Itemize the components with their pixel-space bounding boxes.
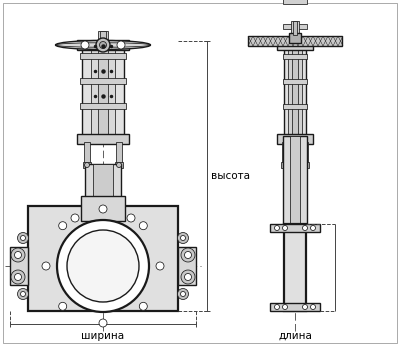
Circle shape — [11, 270, 25, 284]
Circle shape — [11, 248, 25, 262]
Circle shape — [282, 304, 288, 310]
Circle shape — [310, 226, 316, 230]
Bar — [270, 224, 320, 232]
Circle shape — [310, 304, 316, 310]
Circle shape — [178, 233, 188, 244]
Bar — [283, 0, 307, 4]
Circle shape — [184, 273, 192, 281]
Circle shape — [274, 226, 280, 230]
Bar — [302, 142, 308, 164]
Circle shape — [20, 291, 26, 297]
Bar — [283, 136, 307, 224]
Circle shape — [139, 302, 147, 310]
Circle shape — [42, 262, 50, 270]
Bar — [85, 164, 121, 216]
Bar — [291, 21, 299, 35]
Bar — [93, 164, 113, 216]
Bar — [100, 31, 106, 45]
Bar — [283, 79, 307, 84]
Circle shape — [20, 236, 26, 240]
Circle shape — [18, 289, 28, 300]
Circle shape — [99, 319, 107, 327]
Circle shape — [116, 163, 122, 167]
Bar — [293, 21, 297, 35]
Circle shape — [178, 289, 188, 300]
Circle shape — [181, 270, 195, 284]
Circle shape — [99, 205, 107, 213]
Circle shape — [67, 230, 139, 302]
Bar — [277, 40, 313, 50]
Bar — [282, 142, 288, 164]
Circle shape — [282, 226, 288, 230]
Bar — [81, 196, 125, 221]
Bar — [80, 78, 126, 84]
Bar — [290, 136, 300, 224]
Bar — [301, 162, 309, 168]
Circle shape — [59, 222, 67, 230]
Circle shape — [302, 226, 308, 230]
Circle shape — [18, 233, 28, 244]
Bar — [82, 45, 124, 136]
Bar — [77, 134, 129, 144]
Circle shape — [274, 304, 280, 310]
Bar — [277, 134, 313, 144]
Bar — [281, 162, 289, 168]
Circle shape — [156, 262, 164, 270]
Bar — [28, 206, 178, 311]
Bar — [270, 303, 320, 311]
Circle shape — [57, 220, 149, 312]
Bar — [84, 142, 90, 164]
Circle shape — [184, 252, 192, 258]
Bar — [178, 247, 196, 285]
Bar — [283, 104, 307, 109]
Circle shape — [59, 302, 67, 310]
Bar — [288, 45, 302, 136]
Bar — [115, 162, 123, 168]
Circle shape — [84, 163, 90, 167]
Bar — [63, 212, 143, 224]
Circle shape — [71, 214, 79, 222]
Text: длина: длина — [278, 331, 312, 341]
Bar — [10, 247, 28, 285]
Bar — [80, 103, 126, 109]
Bar — [284, 45, 306, 136]
Circle shape — [180, 291, 186, 297]
Bar — [98, 45, 108, 136]
Circle shape — [127, 214, 135, 222]
Circle shape — [100, 42, 106, 48]
Bar — [283, 54, 307, 59]
Circle shape — [180, 236, 186, 240]
Circle shape — [14, 273, 22, 281]
Circle shape — [96, 38, 110, 52]
Bar — [284, 224, 306, 311]
Text: ширина: ширина — [82, 331, 124, 341]
Circle shape — [81, 41, 89, 49]
Circle shape — [14, 252, 22, 258]
Bar — [83, 162, 91, 168]
Bar — [248, 36, 342, 46]
Circle shape — [302, 304, 308, 310]
Circle shape — [139, 222, 147, 230]
Bar — [91, 45, 115, 136]
Bar — [80, 53, 126, 59]
Bar — [283, 24, 307, 29]
Text: высота: высота — [211, 171, 250, 181]
Ellipse shape — [56, 40, 150, 49]
Bar — [292, 45, 298, 136]
Circle shape — [117, 41, 125, 49]
Bar — [77, 40, 129, 50]
Bar — [98, 31, 108, 45]
Bar — [289, 33, 301, 43]
Circle shape — [181, 248, 195, 262]
Bar — [116, 142, 122, 164]
